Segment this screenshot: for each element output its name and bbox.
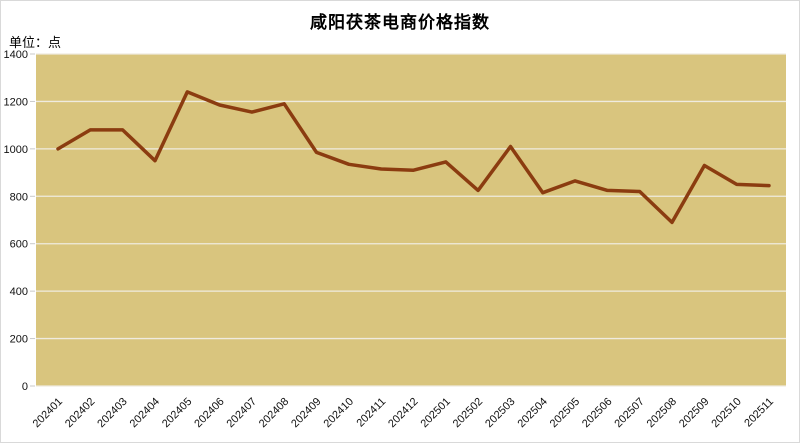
x-axis-label: 202406: [192, 396, 226, 430]
x-axis-label: 202505: [548, 396, 582, 430]
x-axis-label: 202510: [709, 396, 743, 430]
x-axis-label: 202405: [160, 396, 194, 430]
plot-area: [36, 54, 786, 386]
unit-label: 单位：点: [9, 35, 62, 50]
x-axis-label: 202408: [257, 396, 291, 430]
y-axis-label: 1200: [4, 96, 28, 108]
y-axis-label: 200: [10, 334, 28, 346]
chart-title: 咸阳茯茶电商价格指数: [310, 13, 490, 32]
gridlines: [36, 53, 786, 387]
x-axis-label: 202404: [128, 396, 162, 430]
x-axis-label: 202508: [645, 396, 679, 430]
x-axis-label: 202502: [451, 396, 485, 430]
y-axis-label: 1400: [4, 49, 28, 61]
x-axis-label: 202411: [354, 396, 388, 430]
y-axis-label: 1000: [4, 144, 28, 156]
x-axis-labels: 2024012024022024032024042024052024062024…: [31, 396, 776, 430]
x-axis-label: 202410: [322, 396, 356, 430]
y-axis-label: 0: [22, 381, 28, 393]
x-axis-label: 202409: [289, 396, 323, 430]
y-axis-labels: 0 200 400 600 800 1000 1200 1400: [4, 49, 28, 393]
x-axis-label: 202506: [580, 396, 614, 430]
y-axis-label: 600: [10, 239, 28, 251]
x-axis-label: 202401: [31, 396, 65, 430]
x-axis-label: 202507: [612, 396, 646, 430]
x-axis-label: 202403: [95, 396, 129, 430]
price-line: [56, 90, 771, 225]
x-axis-label: 202503: [483, 396, 517, 430]
x-axis-label: 202509: [677, 396, 711, 430]
x-axis-label: 202501: [418, 396, 452, 430]
y-axis-ticks: [30, 53, 35, 387]
x-axis-label: 202504: [515, 396, 549, 430]
x-axis-label: 202511: [742, 396, 776, 430]
x-axis-label: 202402: [63, 396, 97, 430]
x-axis-label: 202407: [225, 396, 259, 430]
y-axis-label: 400: [10, 286, 28, 298]
x-axis-label: 202412: [386, 396, 420, 430]
y-axis-label: 800: [10, 191, 28, 203]
